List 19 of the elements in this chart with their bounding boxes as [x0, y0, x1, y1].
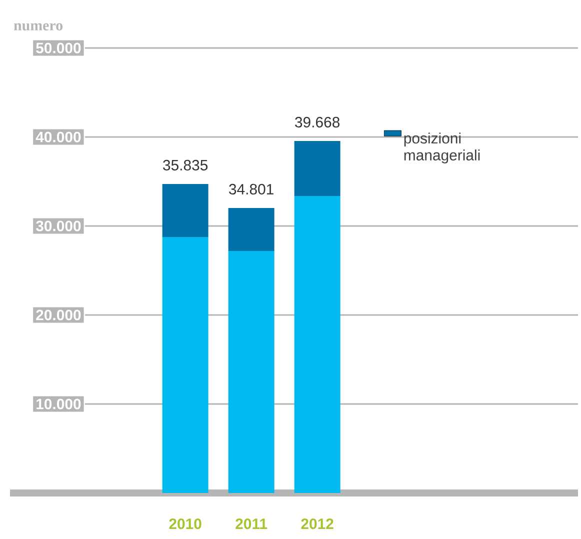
annotation: 35.835	[163, 160, 208, 170]
y-tick-label: 20.000	[36, 310, 81, 320]
y-tick-label: 40.000	[36, 132, 81, 142]
x-tick-label: 2010	[169, 518, 202, 530]
x-tick-label: 2011	[236, 518, 268, 530]
y-tick-label: 30.000	[36, 220, 81, 232]
annotation: 34.801	[229, 184, 274, 194]
y-tick-label: 50.000	[36, 42, 81, 54]
bar	[228, 251, 274, 493]
x-tick-label: 2012	[301, 518, 334, 530]
bar	[228, 208, 274, 252]
bar	[294, 141, 340, 196]
annotation: 39.668	[295, 116, 340, 128]
legend-label: posizioni manageriali	[404, 132, 480, 164]
y-axis-title: numero	[14, 23, 62, 30]
bar	[162, 237, 208, 493]
bar	[294, 196, 340, 493]
bar	[162, 184, 208, 238]
y-tick-label: 10.000	[36, 398, 81, 410]
